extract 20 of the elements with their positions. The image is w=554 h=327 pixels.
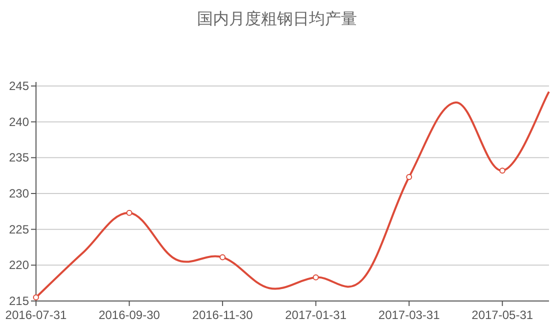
x-tick-label: 2017-05-31 (472, 308, 534, 322)
x-tick-label: 2016-09-30 (98, 308, 160, 322)
point (312, 274, 319, 280)
chart-title: 国内月度粗钢日均产量 (197, 10, 357, 28)
x-tick-label: 2016-11-30 (192, 308, 254, 322)
y-tick-label: 220 (8, 258, 30, 272)
y-tick-label: 215 (8, 294, 30, 308)
y-tick-label: 245 (8, 79, 30, 93)
point (33, 294, 39, 300)
point (220, 254, 226, 260)
x-tick-label: 2017-03-31 (378, 308, 440, 322)
point (499, 168, 506, 174)
y-tick-label: 235 (8, 150, 30, 165)
x-tick-label: 2017-01-31 (285, 308, 347, 322)
point (126, 210, 132, 216)
y-tick-label: 240 (8, 114, 30, 129)
y-tick-label: 225 (8, 222, 30, 236)
point (406, 174, 412, 180)
x-tick-label: 2016-07-31 (5, 308, 68, 322)
y-tick-label: 230 (8, 186, 30, 200)
